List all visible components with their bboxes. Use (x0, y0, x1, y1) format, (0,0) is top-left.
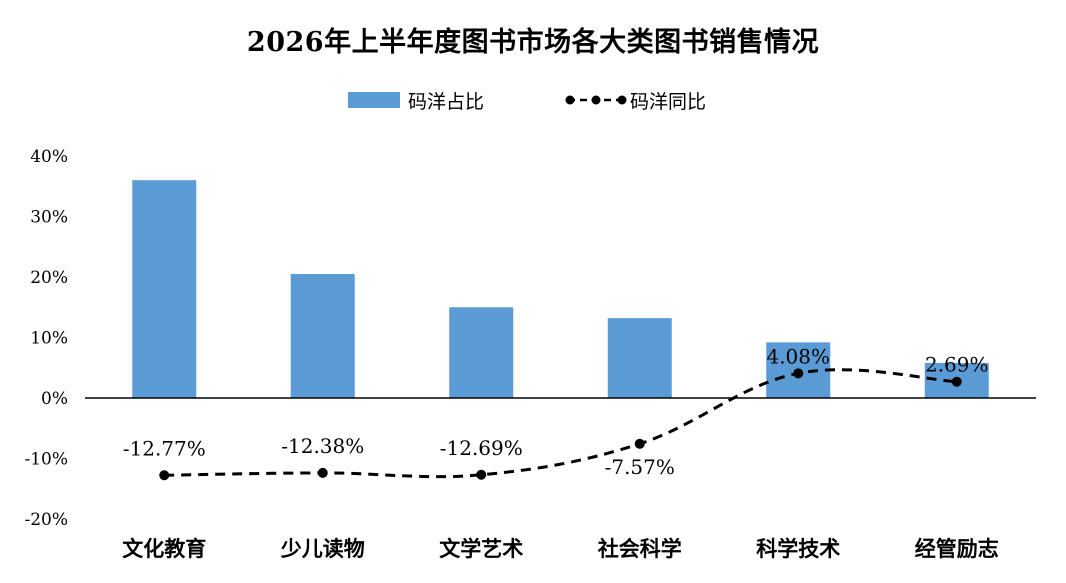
y-tick-label: 10% (30, 329, 68, 349)
legend-item-line: 码洋同比 (564, 86, 706, 114)
y-tick-label: 40% (30, 147, 68, 167)
data-label: 2.69% (925, 353, 989, 377)
legend-bar-swatch (348, 92, 400, 108)
line-point (476, 469, 487, 480)
y-tick-label: 20% (30, 268, 68, 288)
legend-line-label: 码洋同比 (630, 90, 707, 113)
line-point (159, 470, 170, 481)
y-tick-label: 30% (30, 208, 68, 228)
legend-item-bar: 码洋占比 (348, 86, 484, 114)
bar (132, 180, 197, 398)
x-tick-label: 文学艺术 (439, 537, 523, 561)
y-tick-label: 0% (41, 389, 68, 409)
data-label: -12.38% (281, 434, 364, 458)
data-label: -12.77% (123, 436, 206, 460)
line-point (317, 467, 328, 478)
bar (607, 318, 672, 398)
line-point (634, 438, 645, 449)
x-tick-label: 经管励志 (915, 537, 999, 561)
bar (449, 307, 514, 398)
line-point (793, 368, 804, 379)
legend-line-swatch (565, 95, 627, 105)
x-tick-label: 文化教育 (122, 537, 206, 561)
line-series-path (164, 368, 957, 479)
data-label: -12.69% (440, 436, 523, 460)
y-tick-label: -10% (24, 450, 68, 470)
data-label: 4.08% (766, 344, 830, 368)
data-label: -7.57% (605, 455, 675, 479)
x-tick-label: 少儿读物 (280, 537, 365, 561)
bar (290, 273, 355, 398)
line-point (951, 376, 962, 387)
x-tick-label: 科学技术 (756, 537, 840, 561)
legend: 码洋占比 码洋同比 (0, 86, 1066, 114)
y-tick-label: -20% (24, 510, 68, 530)
x-tick-label: 社会科学 (597, 537, 682, 561)
legend-bar-label: 码洋占比 (408, 90, 485, 113)
chart-title: 2026年上半年度图书市场各大类图书销售情况 (246, 27, 820, 58)
